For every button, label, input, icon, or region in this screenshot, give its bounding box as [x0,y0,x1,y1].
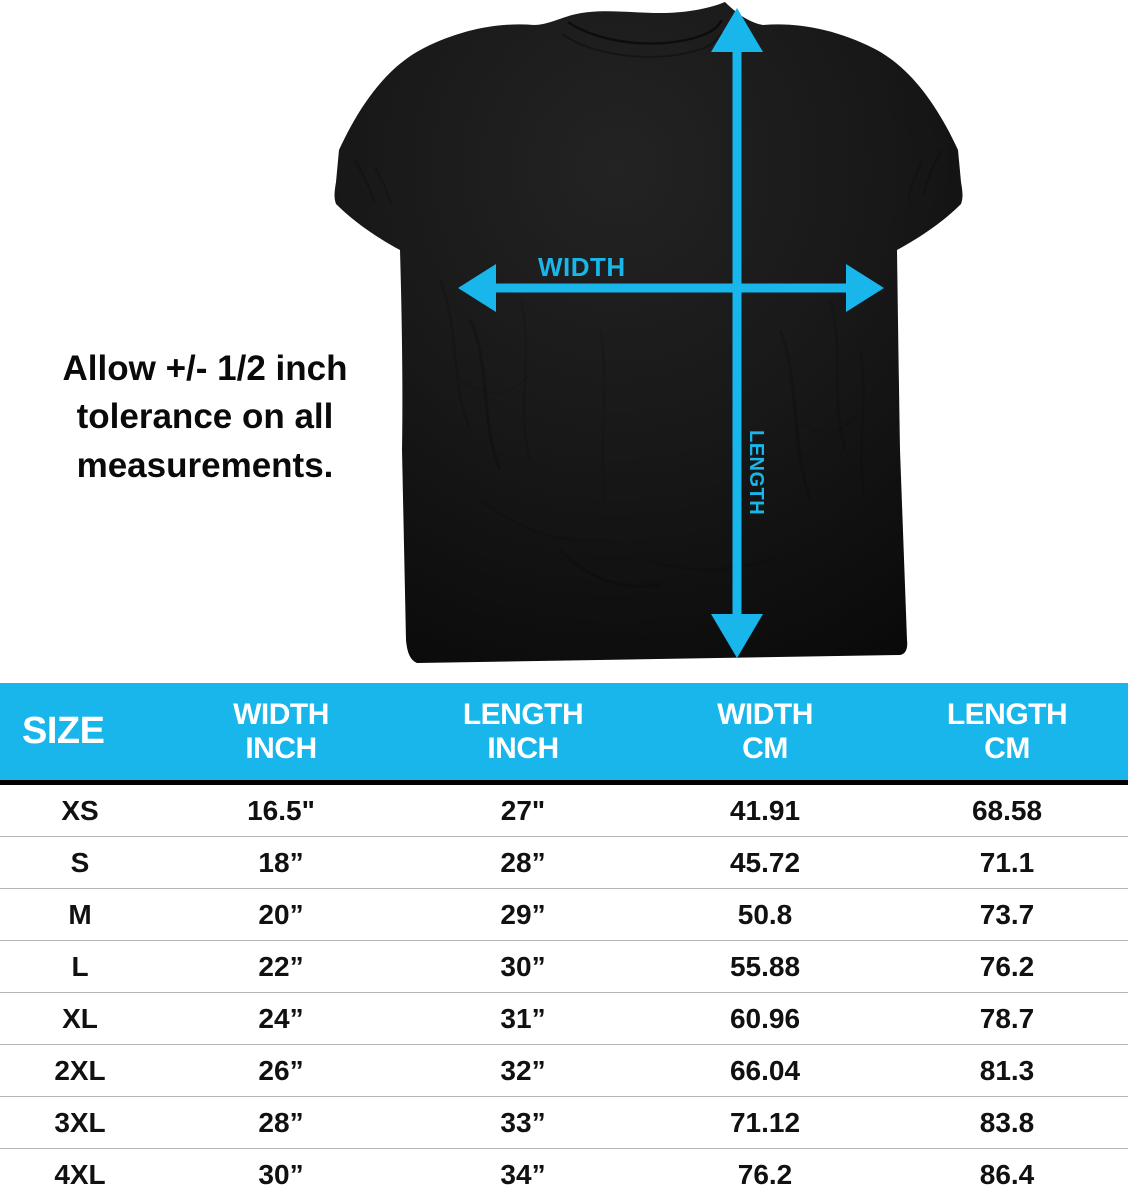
svg-text:WIDTH: WIDTH [538,252,626,282]
svg-text:LENGTH: LENGTH [745,430,767,515]
